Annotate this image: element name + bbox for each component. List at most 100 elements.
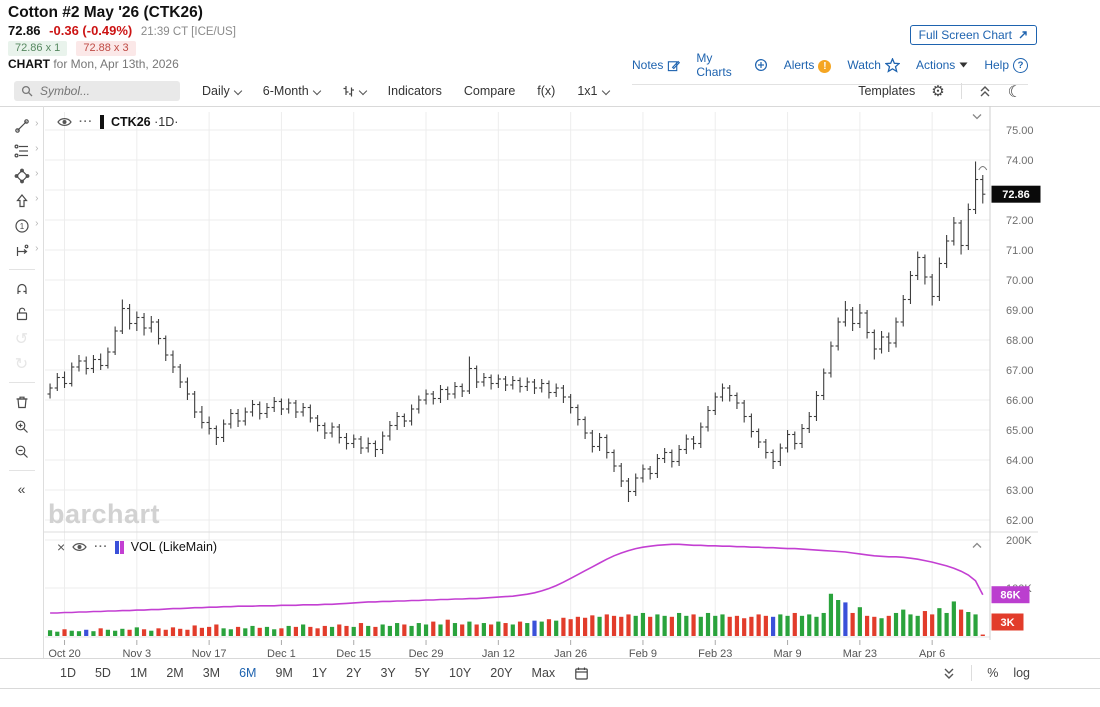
unlock-tool[interactable]	[5, 301, 39, 326]
zoom-out-button[interactable]	[5, 439, 39, 464]
drawing-tools-rail: › › › › 1 › › ↺ ↻ «	[0, 106, 44, 658]
undo-button[interactable]: ↺	[5, 326, 39, 351]
actions-link[interactable]: Actions	[916, 58, 968, 72]
more-options-icon[interactable]: ···	[79, 116, 93, 128]
chevron-down-icon	[601, 86, 610, 96]
alerts-link[interactable]: Alerts!	[784, 58, 832, 73]
delete-drawings-button[interactable]	[5, 389, 39, 414]
magnet-mode-tool-icon	[14, 281, 30, 297]
rail-divider	[8, 269, 35, 270]
help-link[interactable]: Help?	[984, 57, 1028, 73]
notes-link[interactable]: Notes	[632, 58, 681, 72]
range-5d-button[interactable]: 5D	[94, 666, 111, 680]
period-select[interactable]: Daily	[202, 84, 243, 98]
ohlc-bars-icon	[342, 84, 355, 98]
range-3y-button[interactable]: 3Y	[380, 666, 396, 680]
last-price-badge	[991, 185, 1041, 203]
fibonacci-tool[interactable]: ›	[5, 138, 39, 163]
svg-text:70.00: 70.00	[1006, 275, 1034, 287]
header: Cotton #2 May '26 (CTK26) 72.86 -0.36 (-…	[0, 0, 1100, 85]
log-scale-button[interactable]: log	[1013, 666, 1030, 680]
measure-tool[interactable]: ›	[5, 238, 39, 263]
svg-text:Feb 9: Feb 9	[629, 648, 657, 658]
compare-label: Compare	[463, 84, 516, 98]
symbol-search-input[interactable]	[38, 83, 162, 99]
number-annotation-tool-icon: 1	[14, 218, 30, 234]
symbol-search[interactable]	[14, 81, 180, 101]
svg-text:Oct 20: Oct 20	[48, 648, 80, 658]
layout-grid-select[interactable]: 1x1	[577, 84, 610, 98]
page-title: Cotton #2 May '26 (CTK26)	[8, 4, 203, 21]
bottom-toolbar: 1D 5D 1M 2M 3M 6M 9M 1Y 2Y 3Y 5Y 10Y 20Y Max % log	[0, 658, 1100, 689]
gear-icon[interactable]: ⚙	[931, 82, 945, 100]
svg-text:Apr 6: Apr 6	[919, 648, 945, 658]
chart-region: › › › › 1› › ↺ ↻ « 75.0074.0073.0072.0071.0070.0…	[0, 106, 1100, 659]
range-1d-button[interactable]: 1D	[60, 666, 76, 680]
expand-panel-icon[interactable]	[942, 667, 956, 680]
arrow-annotation-tool[interactable]: ›	[5, 188, 39, 213]
bid-ask-row: 72.86 x 1 72.88 x 3	[8, 41, 142, 56]
chart-for-label: CHART	[8, 57, 50, 71]
trend-line-tool[interactable]: ›	[5, 113, 39, 138]
range-2y-button[interactable]: 2Y	[346, 666, 362, 680]
close-icon[interactable]: ×	[57, 539, 66, 555]
price-volume-chart[interactable]: 75.0074.0073.0072.0071.0070.0069.0068.00…	[44, 106, 1100, 658]
range-5y-button[interactable]: 5Y	[414, 666, 431, 680]
range-2m-button[interactable]: 2M	[166, 666, 184, 680]
number-annotation-tool[interactable]: 1 ›	[5, 213, 39, 238]
divider	[960, 83, 962, 99]
templates-button[interactable]: Templates	[858, 84, 915, 98]
magnet-mode-tool[interactable]	[5, 276, 39, 301]
svg-text:Feb 23: Feb 23	[698, 648, 732, 658]
compare-button[interactable]: Compare	[464, 84, 515, 98]
undo-button-icon: ↺	[14, 328, 29, 348]
range-select[interactable]: 6-Month	[262, 84, 321, 98]
rail-divider	[8, 470, 35, 471]
redo-button-icon: ↻	[14, 353, 29, 373]
volume-pane-collapse-icon[interactable]	[972, 542, 982, 549]
main-pane-collapse-icon[interactable]	[972, 113, 982, 120]
range-9m-button[interactable]: 9M	[275, 666, 293, 680]
indicators-button[interactable]: Indicators	[388, 84, 442, 98]
svg-text:Jan 12: Jan 12	[482, 648, 515, 658]
collapse-toolbar-icon[interactable]	[978, 85, 992, 98]
watch-link[interactable]: Watch	[847, 57, 900, 73]
expand-chevron-icon: ›	[35, 143, 39, 154]
my-charts-link[interactable]: My Charts	[696, 51, 767, 79]
range-6m-button[interactable]: 6M	[239, 666, 257, 680]
range-max-button[interactable]: Max	[531, 666, 556, 680]
svg-text:72.86: 72.86	[1002, 189, 1030, 201]
range-1m-button[interactable]: 1M	[129, 666, 148, 680]
calendar-icon[interactable]	[574, 666, 589, 681]
range-10y-button[interactable]: 10Y	[449, 666, 472, 680]
range-1y-button[interactable]: 1Y	[311, 666, 328, 680]
more-options-icon[interactable]: ···	[94, 541, 109, 553]
main-pane-legend: ··· CTK26 ·1D·	[57, 115, 178, 129]
percent-scale-button[interactable]: %	[987, 666, 999, 680]
shapes-tool[interactable]: ›	[5, 163, 39, 188]
dark-mode-moon-icon[interactable]: ☾	[1007, 81, 1022, 101]
expand-chevron-icon: ›	[35, 243, 39, 254]
search-icon	[21, 85, 33, 97]
eye-icon[interactable]	[57, 116, 72, 128]
collapse-rail-button-icon: «	[17, 480, 26, 497]
unlock-tool-icon	[14, 306, 30, 322]
expand-chevron-icon: ›	[35, 193, 39, 204]
eye-icon[interactable]	[72, 541, 87, 553]
quote-timestamp: 21:39 CT [ICE/US]	[140, 26, 236, 38]
indicators-label: Indicators	[387, 84, 442, 98]
full-screen-chart-button[interactable]: Full Screen Chart	[909, 25, 1037, 45]
fx-button[interactable]: f(x)	[537, 84, 555, 98]
redo-button[interactable]: ↻	[5, 351, 39, 376]
range-3m-button[interactable]: 3M	[202, 666, 221, 680]
collapse-rail-button[interactable]: «	[5, 477, 39, 502]
bottom-toolbar-right: % log	[942, 665, 1100, 681]
range-label: 6-Month	[262, 84, 309, 98]
expand-chevron-icon: ›	[35, 168, 39, 179]
pencil-square-icon	[667, 59, 681, 72]
svg-text:72.00: 72.00	[1006, 215, 1034, 227]
zoom-in-button[interactable]	[5, 414, 39, 439]
bar-type-select[interactable]	[342, 84, 367, 98]
range-20y-button[interactable]: 20Y	[490, 666, 513, 680]
svg-text:68.00: 68.00	[1006, 335, 1034, 347]
